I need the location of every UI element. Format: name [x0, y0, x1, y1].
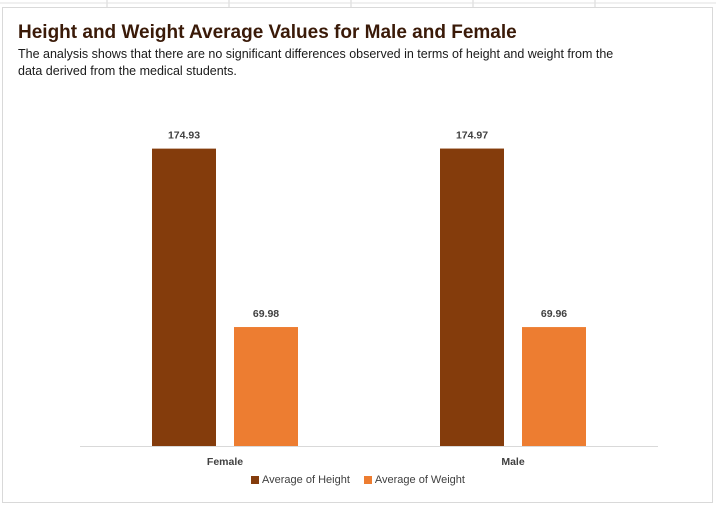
- chart-title: Height and Weight Average Values for Mal…: [18, 22, 517, 43]
- legend-swatch: [363, 476, 372, 484]
- x-tick-label: Male: [501, 456, 525, 468]
- bar-female-average-of-weight[interactable]: [234, 327, 298, 446]
- chart-legend: Average of Height Average of Weight: [0, 474, 716, 486]
- legend-label: Average of Weight: [374, 474, 465, 486]
- bar-male-average-of-weight[interactable]: [522, 327, 586, 446]
- chart-area[interactable]: [2, 7, 713, 503]
- data-label: 174.97: [456, 130, 488, 142]
- chart-subtitle: The analysis shows that there are no sig…: [18, 47, 614, 78]
- legend-swatch: [251, 476, 260, 484]
- data-label: 69.98: [253, 308, 279, 320]
- legend-item[interactable]: Average of Height: [251, 474, 350, 486]
- bar-male-average-of-height[interactable]: [440, 148, 504, 446]
- data-label: 174.93: [168, 130, 200, 142]
- legend-item[interactable]: Average of Weight: [363, 474, 465, 486]
- data-label: 69.96: [541, 308, 567, 320]
- bar-female-average-of-height[interactable]: [152, 148, 216, 446]
- legend-label: Average of Height: [262, 474, 350, 486]
- x-tick-label: Female: [207, 456, 243, 468]
